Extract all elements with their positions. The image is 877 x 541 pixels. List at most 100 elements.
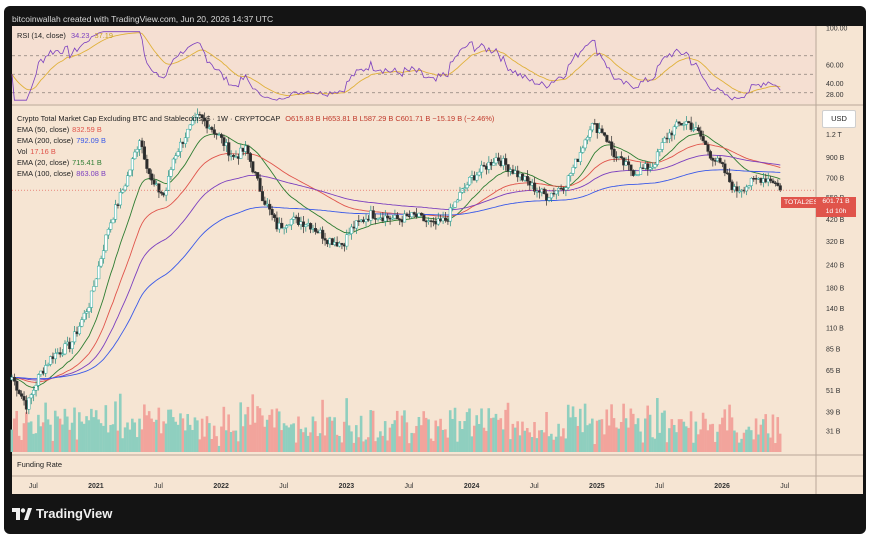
volume-bar — [280, 430, 283, 452]
candle-body — [126, 175, 130, 187]
candle-body — [61, 353, 65, 356]
volume-bar — [309, 432, 312, 452]
candle-body — [525, 176, 529, 182]
volume-bar — [463, 421, 466, 452]
candle-body — [270, 209, 274, 215]
volume-bar — [311, 416, 315, 452]
volume-bar — [607, 425, 611, 452]
candle-body — [504, 158, 508, 165]
volume-bar — [723, 409, 727, 452]
volume-bar — [82, 423, 86, 452]
volume-bar — [588, 423, 592, 452]
candle-body — [706, 144, 710, 152]
candle-body — [133, 151, 137, 160]
legend-ema100[interactable]: EMA (100, close) 863.08 B — [17, 169, 106, 178]
volume-bar — [333, 417, 336, 452]
y-tick-label: 900 B — [826, 155, 845, 162]
volume-bar — [44, 402, 47, 452]
volume-bar — [439, 418, 442, 452]
legend-vol[interactable]: Vol 17.16 B — [17, 147, 56, 156]
candle-body — [99, 258, 103, 267]
volume-bar — [184, 430, 187, 452]
y-tick-label: 180 B — [826, 286, 845, 293]
legend-ema200[interactable]: EMA (200, close) 792.09 B — [17, 136, 106, 145]
volume-bar — [20, 439, 23, 452]
candle-body — [549, 192, 554, 199]
legend-vol-name: Vol — [17, 147, 28, 156]
volume-bar — [345, 398, 348, 452]
volume-bar — [591, 418, 594, 452]
candle-body — [258, 178, 262, 192]
volume-bar — [357, 437, 361, 452]
candle-body — [53, 353, 57, 360]
volume-bar — [569, 417, 572, 452]
candle-body — [29, 394, 33, 399]
volume-bar — [17, 435, 21, 452]
volume-bar — [87, 420, 91, 452]
rsi-label: RSI (14, close) — [17, 31, 66, 40]
candle-body — [22, 396, 26, 401]
volume-bar — [27, 422, 31, 452]
volume-bar — [217, 445, 221, 452]
candle-body — [619, 156, 623, 159]
candle-body — [554, 190, 558, 195]
volume-bar — [302, 432, 305, 452]
candle-body — [87, 307, 91, 312]
x-tick-label: 2026 — [714, 483, 730, 490]
volume-bar — [342, 421, 346, 452]
volume-bar — [550, 433, 553, 452]
volume-bar — [99, 423, 103, 452]
candle-body — [289, 219, 293, 226]
volume-bar — [672, 424, 676, 452]
legend-ema50[interactable]: EMA (50, close) 832.59 B — [17, 125, 102, 134]
chart-area[interactable] — [12, 26, 863, 494]
volume-bar — [407, 443, 411, 452]
y-tick-label: 110 B — [826, 326, 844, 333]
candle-body — [36, 374, 41, 386]
volume-bar — [164, 423, 168, 452]
volume-bar — [268, 414, 271, 452]
tradingview-logo[interactable]: TradingView — [12, 506, 112, 521]
volume-bar — [656, 397, 659, 452]
volume-bar — [583, 403, 587, 452]
last-price-value: 601.71 B — [822, 198, 850, 205]
volume-bar — [340, 442, 344, 452]
y-tick-label: 320 B — [826, 239, 845, 246]
volume-bar — [733, 430, 736, 452]
candle-body — [321, 229, 325, 239]
volume-bar — [629, 408, 633, 452]
candle-body — [101, 250, 106, 259]
volume-bar — [135, 437, 139, 452]
candle-body — [340, 242, 344, 245]
volume-bar — [706, 430, 710, 452]
currency-button[interactable]: USD — [822, 110, 856, 128]
volume-bar — [595, 420, 599, 452]
volume-bar — [314, 421, 317, 452]
volume-bar — [586, 425, 589, 452]
candle-body — [692, 129, 696, 131]
candle-body — [97, 265, 101, 280]
legend-ema50-value: 832.59 B — [72, 125, 102, 134]
volume-bar — [186, 414, 190, 452]
volume-bar — [171, 417, 175, 452]
volume-bar — [126, 422, 129, 452]
volume-bar — [771, 414, 775, 452]
candle-body — [34, 385, 38, 391]
volume-bar — [444, 429, 447, 452]
candle-body — [210, 127, 214, 130]
candle-body — [771, 180, 775, 184]
volume-bar — [769, 437, 772, 452]
volume-bar — [696, 434, 700, 452]
candle-body — [672, 126, 676, 136]
candle-body — [542, 188, 546, 195]
candle-body — [227, 142, 231, 156]
volume-bar — [58, 418, 62, 452]
legend-ema20[interactable]: EMA (20, close) 715.41 B — [17, 158, 102, 167]
candle-body — [735, 186, 739, 192]
candle-body — [496, 157, 501, 162]
volume-bar — [220, 426, 223, 452]
volume-bar — [128, 429, 132, 452]
volume-bar — [369, 410, 373, 452]
volume-bar — [282, 423, 286, 452]
